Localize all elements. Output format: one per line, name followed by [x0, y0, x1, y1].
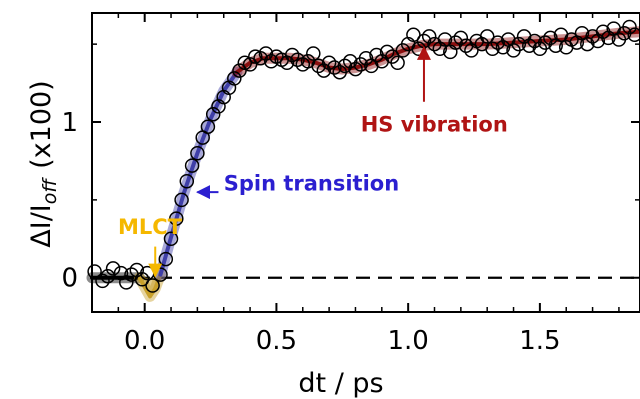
data-point — [337, 58, 353, 74]
data-point — [105, 261, 121, 276]
axis-ticks — [92, 13, 640, 312]
tick-labels: 0.0 0.5 1.0 1.5 0 1 — [61, 108, 560, 356]
y-tick-label: 0 — [61, 264, 78, 294]
data-point — [232, 63, 247, 78]
data-point — [284, 47, 300, 63]
data-point — [448, 35, 463, 50]
data-point — [174, 192, 189, 208]
data-point — [537, 35, 553, 50]
data-point — [479, 29, 495, 44]
data-point — [200, 119, 216, 134]
data-point — [163, 231, 179, 247]
plot-area — [86, 19, 640, 302]
data-point — [253, 50, 268, 66]
data-point — [290, 52, 305, 67]
data-point — [184, 158, 200, 173]
data-point — [179, 173, 195, 189]
data-point — [119, 275, 134, 290]
data-point — [580, 36, 595, 52]
data-point — [95, 273, 110, 289]
data-point — [543, 30, 558, 46]
data-point — [490, 35, 505, 50]
fit-line-HS-vibration — [234, 29, 640, 75]
x-tick-label: 1.0 — [387, 326, 428, 356]
x-tick-label: 1.5 — [519, 326, 560, 356]
data-point — [311, 58, 326, 74]
data-point — [258, 46, 274, 61]
data-point — [522, 38, 537, 53]
y-axis-title: ΔI/Ioff (x100) — [26, 80, 61, 247]
annotation-label-hs-vibration: HS vibration — [361, 112, 508, 136]
data-point — [227, 71, 242, 86]
y-axis-title-suffix: (x100) — [26, 80, 57, 169]
fit-line-MLCT — [137, 272, 163, 299]
data-point — [205, 106, 221, 122]
data-point — [242, 57, 258, 72]
x-tick-label: 0.5 — [256, 326, 297, 356]
annotations: Spin transition HS vibration MLCT — [118, 45, 508, 278]
data-point — [495, 40, 511, 55]
data-point — [379, 44, 395, 60]
y-tick-label: 1 — [61, 108, 78, 138]
data-point — [342, 54, 358, 69]
data-point — [453, 30, 469, 46]
data-point — [406, 27, 421, 43]
data-point — [421, 29, 437, 44]
data-point — [348, 61, 363, 77]
annotation-label-spin-transition: Spin transition — [224, 172, 399, 196]
data-point — [622, 19, 637, 35]
plot-frame — [91, 12, 640, 313]
data-point — [358, 50, 374, 66]
annotation-label-mlct: MLCT — [118, 215, 183, 239]
data-point — [169, 211, 184, 226]
data-point — [321, 55, 337, 71]
data-point — [279, 55, 295, 71]
data-point — [390, 55, 405, 71]
data-point — [158, 251, 174, 267]
y-axis-title-base: ΔI/I — [26, 204, 57, 248]
data-point — [263, 54, 279, 69]
data-point — [190, 145, 205, 161]
data-point — [327, 60, 342, 75]
y-axis-title-sub: off — [39, 177, 61, 205]
data-point — [306, 46, 321, 61]
data-point — [100, 268, 116, 284]
x-axis-title: dt / ps — [298, 368, 383, 399]
data-point — [316, 63, 332, 78]
x-tick-label: 0.0 — [124, 326, 165, 356]
data-point — [145, 278, 160, 293]
data-point — [511, 36, 527, 52]
data-point — [437, 32, 453, 47]
data-point — [627, 27, 640, 43]
data-point — [527, 33, 542, 49]
